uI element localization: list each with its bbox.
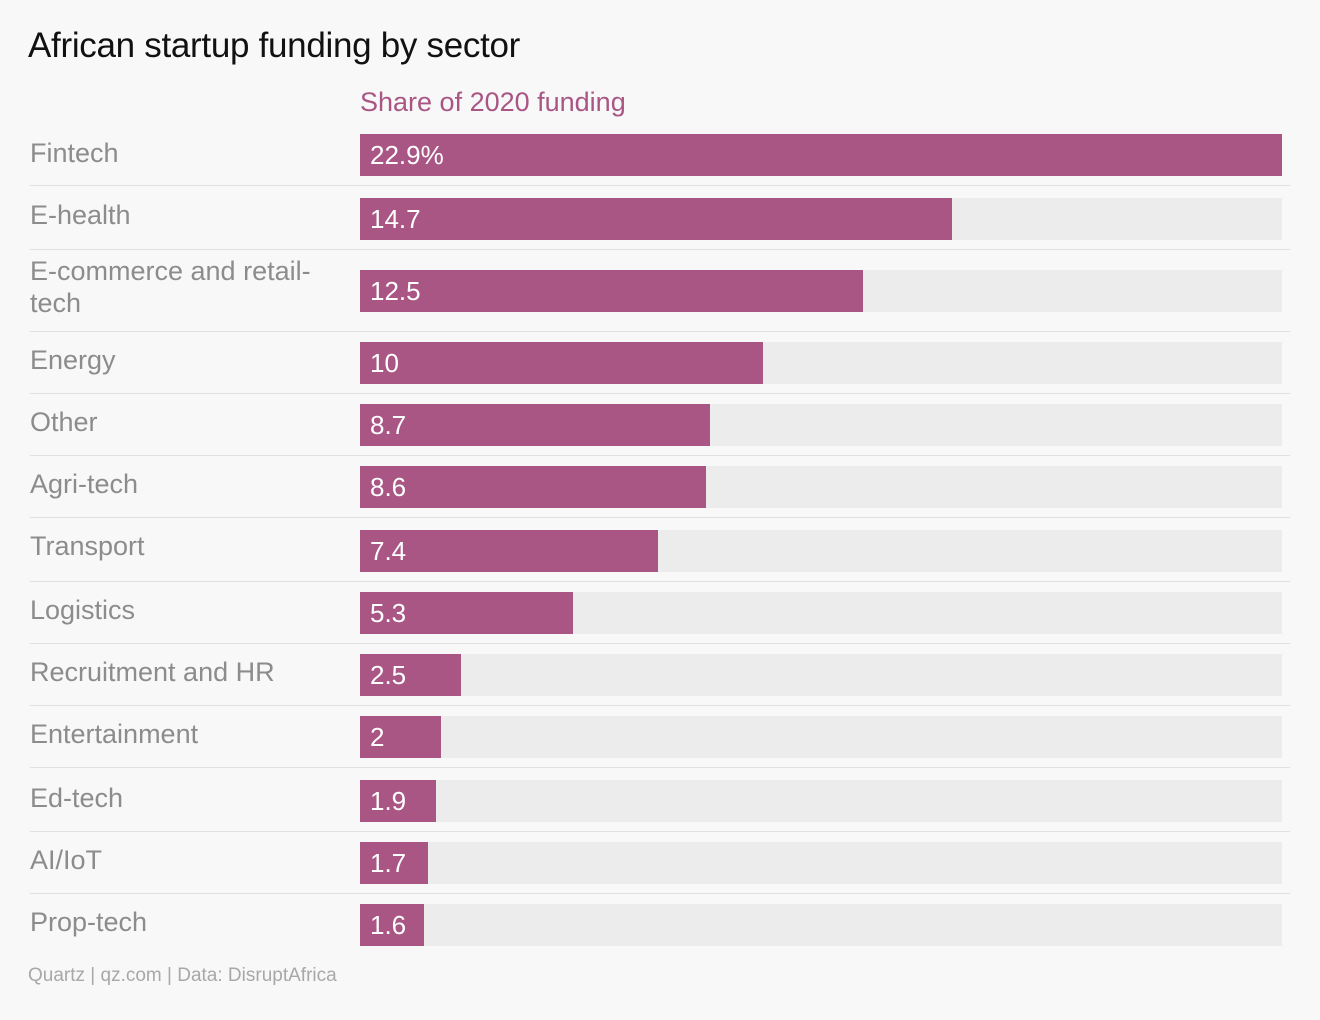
row-divider: [30, 393, 1290, 394]
data-label: 10: [370, 348, 399, 378]
data-label: 8.6: [370, 472, 407, 502]
row-divider: [30, 767, 1290, 768]
bar: [360, 134, 1282, 176]
row-divider: [30, 643, 1290, 644]
data-label: 5.3: [370, 598, 407, 628]
series-label: Share of 2020 funding: [360, 87, 626, 117]
bar-track: 2.5: [360, 654, 1282, 696]
bar-track: 14.7: [360, 198, 1282, 240]
row-divider: [30, 249, 1290, 250]
bar: [360, 592, 573, 634]
bar: [360, 654, 461, 696]
bar: [360, 198, 952, 240]
bar-track: 1.7: [360, 842, 1282, 884]
category-label: Transport: [30, 531, 145, 561]
data-label: 22.9%: [370, 140, 444, 170]
category-label: Entertainment: [30, 719, 199, 749]
bar-track: 8.6: [360, 466, 1282, 508]
category-label: Fintech: [30, 138, 119, 168]
bar-track: 12.5: [360, 270, 1282, 312]
row-divider: [30, 455, 1290, 456]
data-label: 1.6: [370, 910, 407, 940]
bar: [360, 716, 441, 758]
chart-title: African startup funding by sector: [28, 26, 521, 65]
category-label: Recruitment and HR: [30, 657, 275, 687]
bar-track: 7.4: [360, 530, 1282, 572]
category-label: Ed-tech: [30, 783, 124, 813]
bar-track: 10: [360, 342, 1282, 384]
row-divider: [30, 331, 1290, 332]
category-label: Energy: [30, 345, 116, 375]
bar-track: 1.6: [360, 904, 1282, 946]
data-label: 1.7: [370, 848, 407, 878]
bar: [360, 466, 706, 508]
bar: [360, 780, 436, 822]
source-note: Quartz | qz.com | Data: DisruptAfrica: [28, 965, 337, 986]
category-label: AI/IoT: [30, 845, 103, 875]
row-divider: [30, 893, 1290, 894]
data-label: 2.5: [370, 660, 407, 690]
bar-track: 5.3: [360, 592, 1282, 634]
category-label: Agri-tech: [30, 469, 139, 499]
data-label: 14.7: [370, 204, 421, 234]
bar-track: 1.9: [360, 780, 1282, 822]
bar: [360, 342, 763, 384]
bar-track: 8.7: [360, 404, 1282, 446]
row-divider: [30, 705, 1290, 706]
category-label: E-health: [30, 200, 131, 230]
row-divider: [30, 831, 1290, 832]
bar-track: 22.9%: [360, 134, 1282, 176]
category-label: Other: [30, 407, 98, 437]
bar: [360, 842, 428, 884]
row-divider: [30, 185, 1290, 186]
row-divider: [30, 517, 1290, 518]
bar: [360, 270, 863, 312]
bar: [360, 404, 710, 446]
data-label: 2: [370, 722, 385, 752]
category-label: E-commerce and retail-tech: [30, 256, 311, 318]
data-label: 1.9: [370, 786, 407, 816]
bar: [360, 904, 424, 946]
data-label: 8.7: [370, 410, 407, 440]
data-label: 7.4: [370, 536, 407, 566]
row-divider: [30, 581, 1290, 582]
data-label: 12.5: [370, 276, 421, 306]
category-label: Logistics: [30, 595, 136, 625]
category-label: Prop-tech: [30, 907, 148, 937]
bar: [360, 530, 658, 572]
bar-track: 2: [360, 716, 1282, 758]
